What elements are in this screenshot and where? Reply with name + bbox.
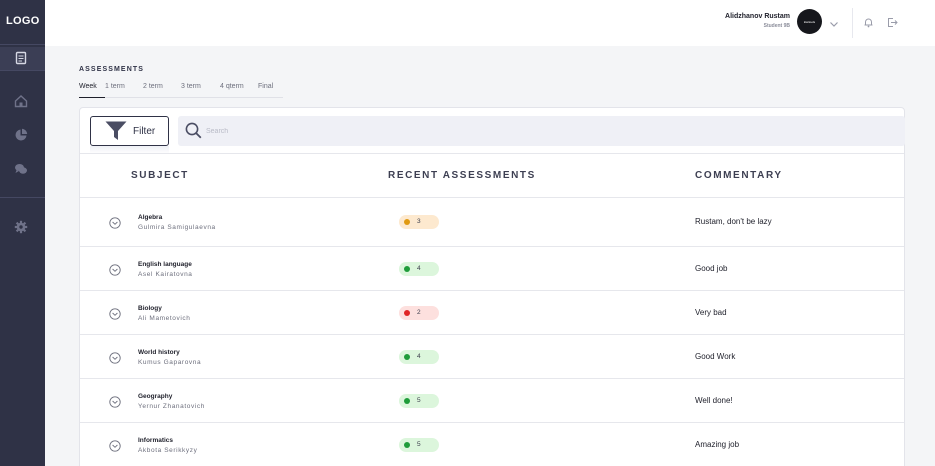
filter-label: Filter [133, 126, 156, 137]
grade-value: 5 [417, 441, 421, 448]
grade-status-dot [404, 398, 410, 404]
card-divider [80, 153, 904, 154]
tab-2-term[interactable]: 2 term [143, 83, 163, 90]
subject-name: Biology [138, 305, 162, 312]
avatar-text: kiwitools [803, 19, 816, 24]
filter-button[interactable]: Filter [90, 116, 169, 146]
search-bar[interactable] [178, 116, 905, 146]
sidebar-divider [0, 44, 45, 45]
commentary-text: Good Work [695, 352, 736, 361]
table-row[interactable]: World history Kumus Gaparovna 4 Good Work [80, 335, 904, 379]
grade-value: 3 [417, 218, 421, 225]
logo: LOGO [6, 15, 40, 27]
table-row[interactable]: Geography Yernur Zhanatovich 5 Well done! [80, 379, 904, 423]
teacher-name: Asel Kairatovna [138, 271, 193, 278]
expand-chevron-icon[interactable] [109, 216, 121, 229]
grade-badge[interactable]: 2 [399, 306, 439, 320]
teacher-name: Ali Mametovich [138, 315, 191, 322]
tab-1-term[interactable]: 1 term [105, 83, 125, 90]
sidebar-divider [0, 70, 45, 71]
assessments-card: Filter SUBJECT RECENT ASSESSMENTS COMMEN… [79, 107, 905, 466]
teacher-name: Kumus Gaparovna [138, 359, 202, 366]
row-divider [80, 290, 904, 291]
subject-name: English language [138, 261, 192, 268]
sidebar: LOGO [0, 0, 45, 466]
bell-icon[interactable] [863, 15, 874, 28]
grade-status-dot [404, 354, 410, 360]
tab-3-term[interactable]: 3 term [181, 83, 201, 90]
expand-chevron-icon[interactable] [109, 395, 121, 408]
subject-name: Informatics [138, 437, 174, 444]
term-tabs: Week 1 term 2 term 3 term 4 qterm Final [79, 83, 283, 98]
top-header: Alidzhanov Rustam Student 9B kiwitools [45, 0, 935, 46]
teacher-name: Akbota Serikkyzy [138, 447, 198, 454]
journal-icon[interactable] [14, 51, 28, 65]
table-row[interactable]: Biology Ali Mametovich 2 Very bad [80, 291, 904, 335]
grade-value: 2 [417, 309, 421, 316]
teacher-name: Yernur Zhanatovich [138, 403, 205, 410]
row-divider [80, 246, 904, 247]
grade-badge[interactable]: 5 [399, 394, 439, 408]
card-divider [80, 197, 904, 198]
chat-icon[interactable] [14, 162, 28, 176]
avatar[interactable]: kiwitools [797, 9, 822, 34]
grade-badge[interactable]: 3 [399, 215, 439, 229]
row-divider [80, 422, 904, 423]
table-row[interactable]: Algebra Gulmira Samigulaevna 3 Rustam, don'… [80, 200, 904, 244]
home-icon[interactable] [14, 94, 28, 108]
subject-name: Algebra [138, 214, 163, 221]
chevron-down-icon[interactable] [829, 16, 839, 27]
expand-chevron-icon[interactable] [109, 307, 121, 320]
page-title: ASSESSMENTS [79, 66, 144, 73]
sidebar-divider [0, 197, 45, 198]
commentary-text: Good job [695, 264, 728, 273]
pie-chart-icon[interactable] [14, 128, 28, 142]
tab-week[interactable]: Week [79, 83, 105, 98]
grade-status-dot [404, 442, 410, 448]
column-header-subject: SUBJECT [131, 170, 189, 181]
search-input[interactable] [206, 123, 886, 139]
tabs-underline [79, 97, 283, 98]
commentary-text: Very bad [695, 308, 727, 317]
filter-shadow [90, 146, 169, 154]
grade-value: 4 [417, 353, 421, 360]
tab-final[interactable]: Final [258, 83, 274, 90]
grade-badge[interactable]: 5 [399, 438, 439, 452]
grade-status-dot [404, 310, 410, 316]
grade-status-dot [404, 266, 410, 272]
grade-value: 4 [417, 265, 421, 272]
tab-4-qterm[interactable]: 4 qterm [220, 83, 244, 90]
commentary-text: Rustam, don't be lazy [695, 217, 772, 226]
grade-status-dot [404, 219, 410, 225]
logout-icon[interactable] [887, 15, 898, 27]
search-icon [185, 122, 202, 139]
user-name: Alidzhanov Rustam [725, 13, 790, 20]
subject-name: World history [138, 349, 180, 356]
user-role: Student 9B [763, 23, 790, 29]
grade-badge[interactable]: 4 [399, 350, 439, 364]
expand-chevron-icon[interactable] [109, 439, 121, 452]
commentary-text: Amazing job [695, 440, 740, 449]
settings-icon[interactable] [14, 220, 28, 234]
filter-icon [105, 121, 127, 140]
header-divider [852, 8, 853, 38]
column-header-commentary: COMMENTARY [695, 170, 783, 181]
row-divider [80, 334, 904, 335]
commentary-text: Well done! [695, 396, 733, 405]
row-divider [80, 378, 904, 379]
table-row[interactable]: English language Asel Kairatovna 4 Good job [80, 247, 904, 291]
column-header-recent-assessments: RECENT ASSESSMENTS [388, 170, 536, 181]
table-row[interactable]: Informatics Akbota Serikkyzy 5 Amazing job [80, 423, 904, 466]
expand-chevron-icon[interactable] [109, 263, 121, 276]
expand-chevron-icon[interactable] [109, 351, 121, 364]
teacher-name: Gulmira Samigulaevna [138, 224, 216, 231]
grade-value: 5 [417, 397, 421, 404]
grade-badge[interactable]: 4 [399, 262, 439, 276]
subject-name: Geography [138, 393, 173, 400]
